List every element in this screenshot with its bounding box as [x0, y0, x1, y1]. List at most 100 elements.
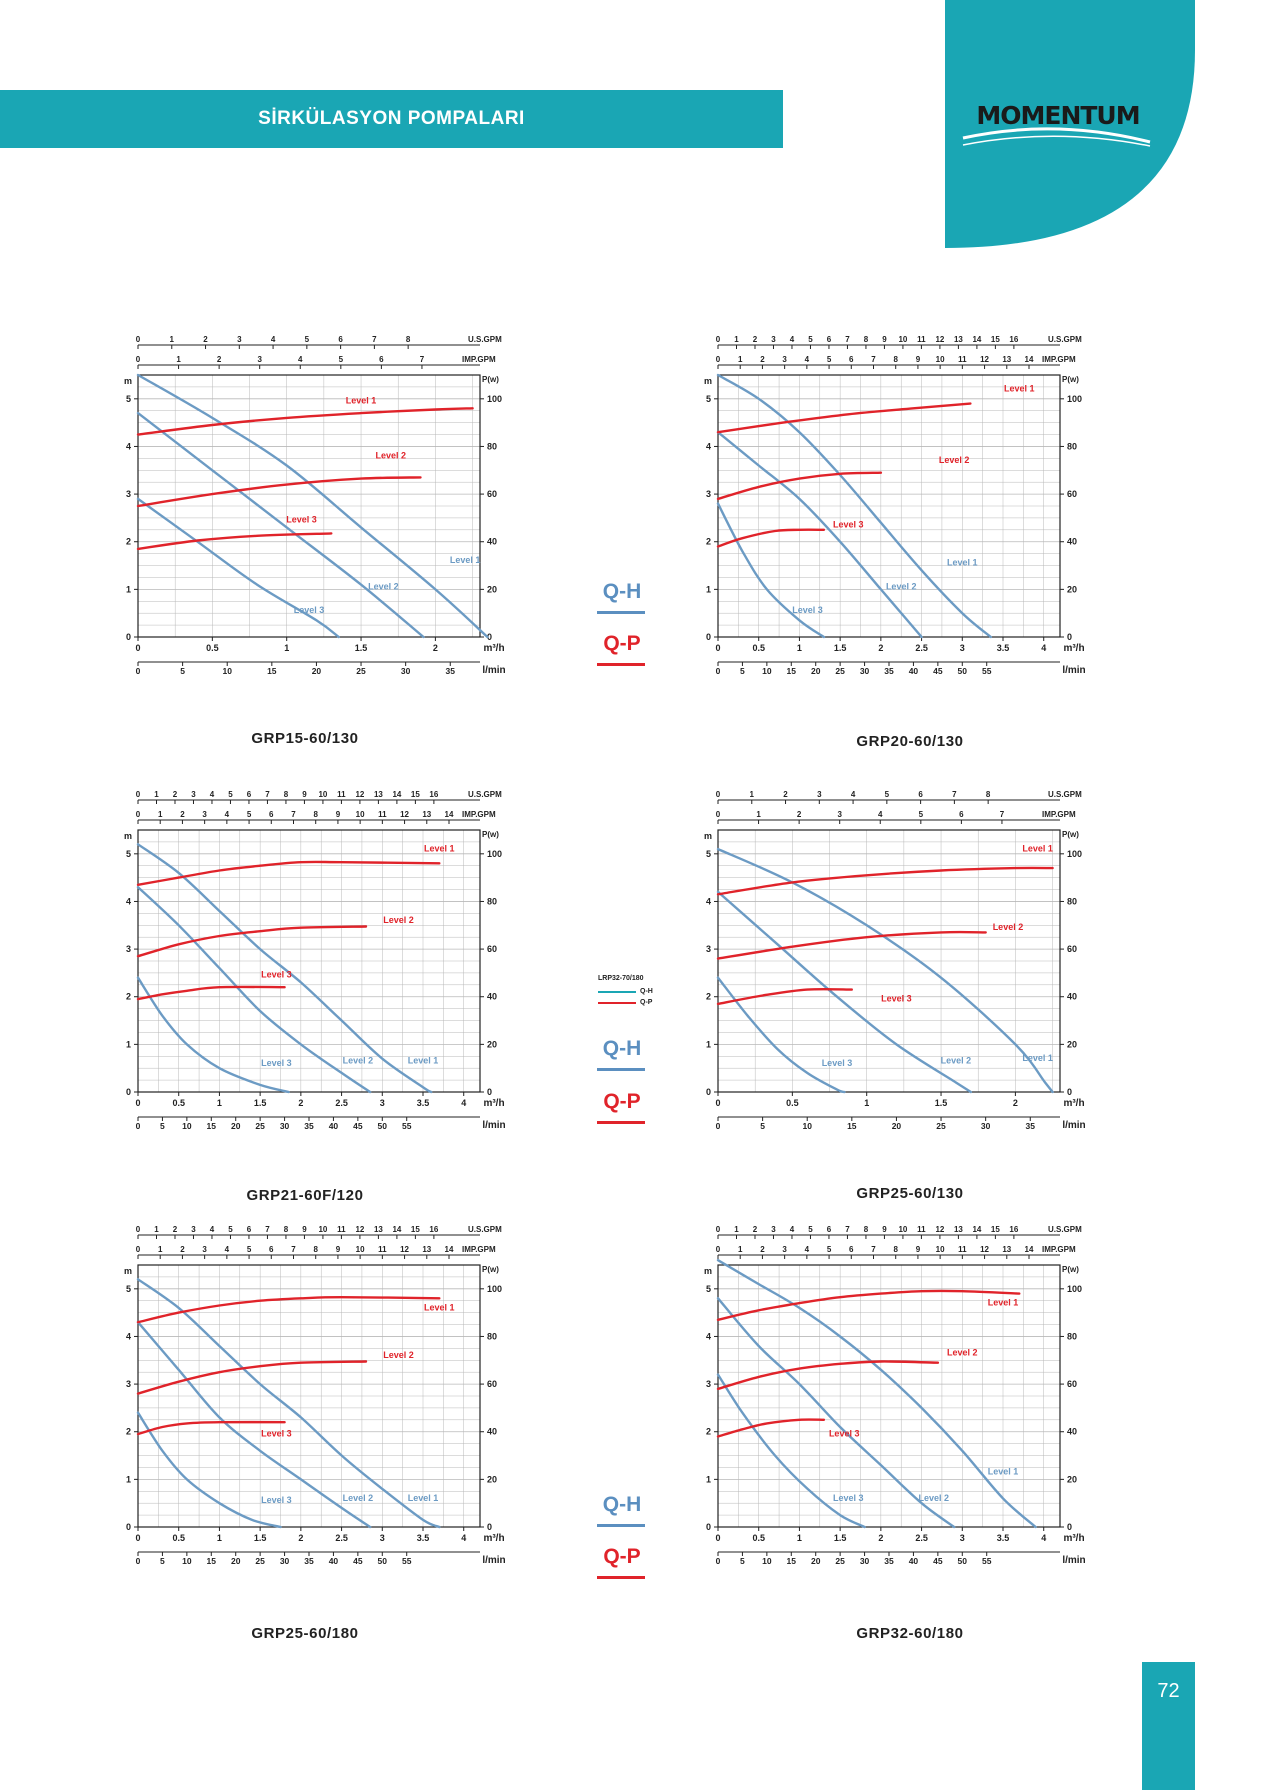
y2-tick-label: 100: [1067, 1284, 1082, 1294]
usgpm-unit-label: U.S.GPM: [1048, 335, 1082, 344]
impgpm-tick-label: 8: [313, 810, 318, 819]
y2-tick-label: 80: [1067, 896, 1077, 906]
lmin-tick-label: 20: [312, 666, 322, 676]
impgpm-tick-label: 14: [1025, 1245, 1034, 1254]
impgpm-tick-label: 1: [756, 810, 761, 819]
y2-tick-label: 100: [487, 849, 502, 859]
lmin-unit-label: l/min: [482, 1120, 505, 1131]
impgpm-unit-label: IMP.GPM: [462, 355, 496, 364]
qh-curve-3: [716, 1373, 866, 1529]
lmin-tick-label: 50: [958, 666, 968, 676]
impgpm-tick-label: 4: [298, 355, 303, 364]
lmin-tick-label: 5: [180, 666, 185, 676]
x-tick-label: 1.5: [254, 1098, 267, 1108]
usgpm-tick-label: 6: [247, 790, 252, 799]
y2-axis-label: P(w): [482, 830, 499, 839]
legend-qh-underline-1: [597, 611, 645, 614]
x-tick-label: 0.5: [206, 643, 219, 653]
grid: [137, 1264, 480, 1528]
usgpm-tick-label: 15: [411, 790, 420, 799]
impgpm-tick-label: 7: [871, 1245, 876, 1254]
y2-tick-label: 0: [1067, 632, 1072, 642]
qp-curve-3: [716, 987, 853, 1006]
x-unit-label: m³/h: [483, 643, 504, 654]
y-tick-label: 0: [706, 1087, 711, 1097]
x-tick-label: 1: [217, 1533, 222, 1543]
lmin-tick-label: 20: [892, 1121, 902, 1131]
usgpm-tick-label: 8: [284, 1225, 289, 1234]
y-tick-label: 3: [126, 489, 131, 499]
y-tick-label: 3: [126, 944, 131, 954]
y-tick-label: 3: [706, 1379, 711, 1389]
impgpm-tick-label: 3: [837, 810, 842, 819]
lmin-tick-label: 25: [356, 666, 366, 676]
lmin-unit-label: l/min: [482, 1555, 505, 1566]
y2-tick-label: 100: [487, 394, 502, 404]
impgpm-tick-label: 14: [445, 810, 454, 819]
y2-tick-label: 0: [487, 1087, 492, 1097]
usgpm-tick-label: 10: [898, 335, 907, 344]
y-tick-label: 2: [126, 992, 131, 1002]
qh-curve-label-1: Level 1: [988, 1467, 1019, 1477]
impgpm-unit-label: IMP.GPM: [1042, 1245, 1076, 1254]
impgpm-tick-label: 10: [936, 355, 945, 364]
impgpm-tick-label: 5: [247, 810, 252, 819]
usgpm-tick-label: 6: [918, 790, 923, 799]
y2-tick-label: 20: [487, 584, 497, 594]
y-axis-label: m: [704, 1266, 712, 1276]
usgpm-tick-label: 15: [991, 335, 1000, 344]
usgpm-tick-label: 9: [302, 790, 307, 799]
lmin-tick-label: 40: [329, 1556, 339, 1566]
lmin-tick-label: 0: [716, 1556, 721, 1566]
usgpm-tick-label: 7: [845, 1225, 850, 1234]
impgpm-tick-label: 12: [980, 1245, 989, 1254]
usgpm-tick-label: 3: [191, 1225, 196, 1234]
impgpm-unit-label: IMP.GPM: [1042, 810, 1076, 819]
qh-curve-label-3: Level 3: [833, 1493, 864, 1503]
impgpm-tick-label: 1: [158, 1245, 163, 1254]
y-tick-label: 1: [126, 1474, 131, 1484]
impgpm-tick-label: 1: [738, 355, 743, 364]
impgpm-tick-label: 1: [158, 810, 163, 819]
mini-legend-label-qh: Q-H: [640, 988, 653, 995]
impgpm-tick-label: 8: [893, 1245, 898, 1254]
usgpm-tick-label: 2: [173, 790, 178, 799]
usgpm-tick-label: 4: [271, 335, 276, 344]
impgpm-tick-label: 10: [356, 810, 365, 819]
qh-curve-2: [716, 890, 972, 1094]
grid: [137, 829, 480, 1093]
y2-tick-label: 60: [1067, 489, 1077, 499]
lmin-tick-label: 30: [981, 1121, 991, 1131]
x-tick-label: 0.5: [786, 1098, 799, 1108]
usgpm-tick-label: 5: [808, 1225, 813, 1234]
legend-qh-1: Q-H: [602, 580, 642, 603]
impgpm-tick-label: 10: [936, 1245, 945, 1254]
qh-curve-2: [136, 411, 425, 639]
y2-tick-label: 20: [1067, 1039, 1077, 1049]
usgpm-tick-label: 16: [1009, 335, 1018, 344]
y-tick-label: 1: [126, 1039, 131, 1049]
usgpm-tick-label: 0: [716, 335, 721, 344]
qp-curve-1: [136, 407, 474, 436]
usgpm-tick-label: 3: [191, 790, 196, 799]
mini-legend-row-qh: Q-H: [598, 988, 678, 995]
y2-axis-label: P(w): [1062, 375, 1079, 384]
impgpm-tick-label: 12: [400, 1245, 409, 1254]
qp-curve-label-3: Level 3: [286, 515, 317, 525]
usgpm-tick-label: 10: [318, 790, 327, 799]
impgpm-tick-label: 9: [336, 1245, 341, 1254]
impgpm-tick-label: 7: [291, 810, 296, 819]
lmin-tick-label: 5: [160, 1556, 165, 1566]
grid: [137, 374, 480, 638]
lmin-tick-label: 25: [936, 1121, 946, 1131]
impgpm-tick-label: 14: [1025, 355, 1034, 364]
lmin-tick-label: 0: [716, 1121, 721, 1131]
page-number: 72: [1157, 1680, 1180, 1702]
x-unit-label: m³/h: [1063, 1533, 1084, 1544]
x-tick-label: 0: [715, 1533, 720, 1543]
chart-title-4: GRP25-60/180: [251, 1625, 359, 1642]
qp-curve-1: [716, 402, 972, 434]
qh-curve-3: [716, 502, 826, 639]
